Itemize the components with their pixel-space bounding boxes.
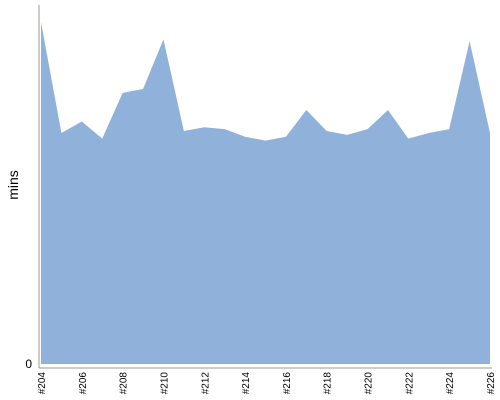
x-tick-label: #216 <box>282 372 293 395</box>
x-tick-label: #214 <box>241 372 252 395</box>
x-tick-label: #210 <box>159 372 170 395</box>
x-tick-label: #212 <box>200 372 211 395</box>
x-tick-label: #204 <box>37 372 48 395</box>
x-tick-label: #206 <box>78 372 89 395</box>
axes <box>38 5 492 369</box>
x-axis-ticks: #204 #206 #208 #210 #212 #214 #216 #218 #220 #222… <box>37 372 497 395</box>
y-tick-label: 0 <box>25 357 32 371</box>
x-tick-label: #218 <box>323 372 334 395</box>
y-axis-ticks: 0 <box>25 357 32 371</box>
plot-area <box>41 22 490 365</box>
x-tick-label: #208 <box>119 372 130 395</box>
x-tick-label: #220 <box>364 372 375 395</box>
x-tick-label: #226 <box>486 372 497 395</box>
x-tick-label: #222 <box>404 372 415 395</box>
x-tick-label: #224 <box>445 372 456 395</box>
series-area <box>41 22 490 365</box>
y-axis-label: mins <box>5 170 21 200</box>
